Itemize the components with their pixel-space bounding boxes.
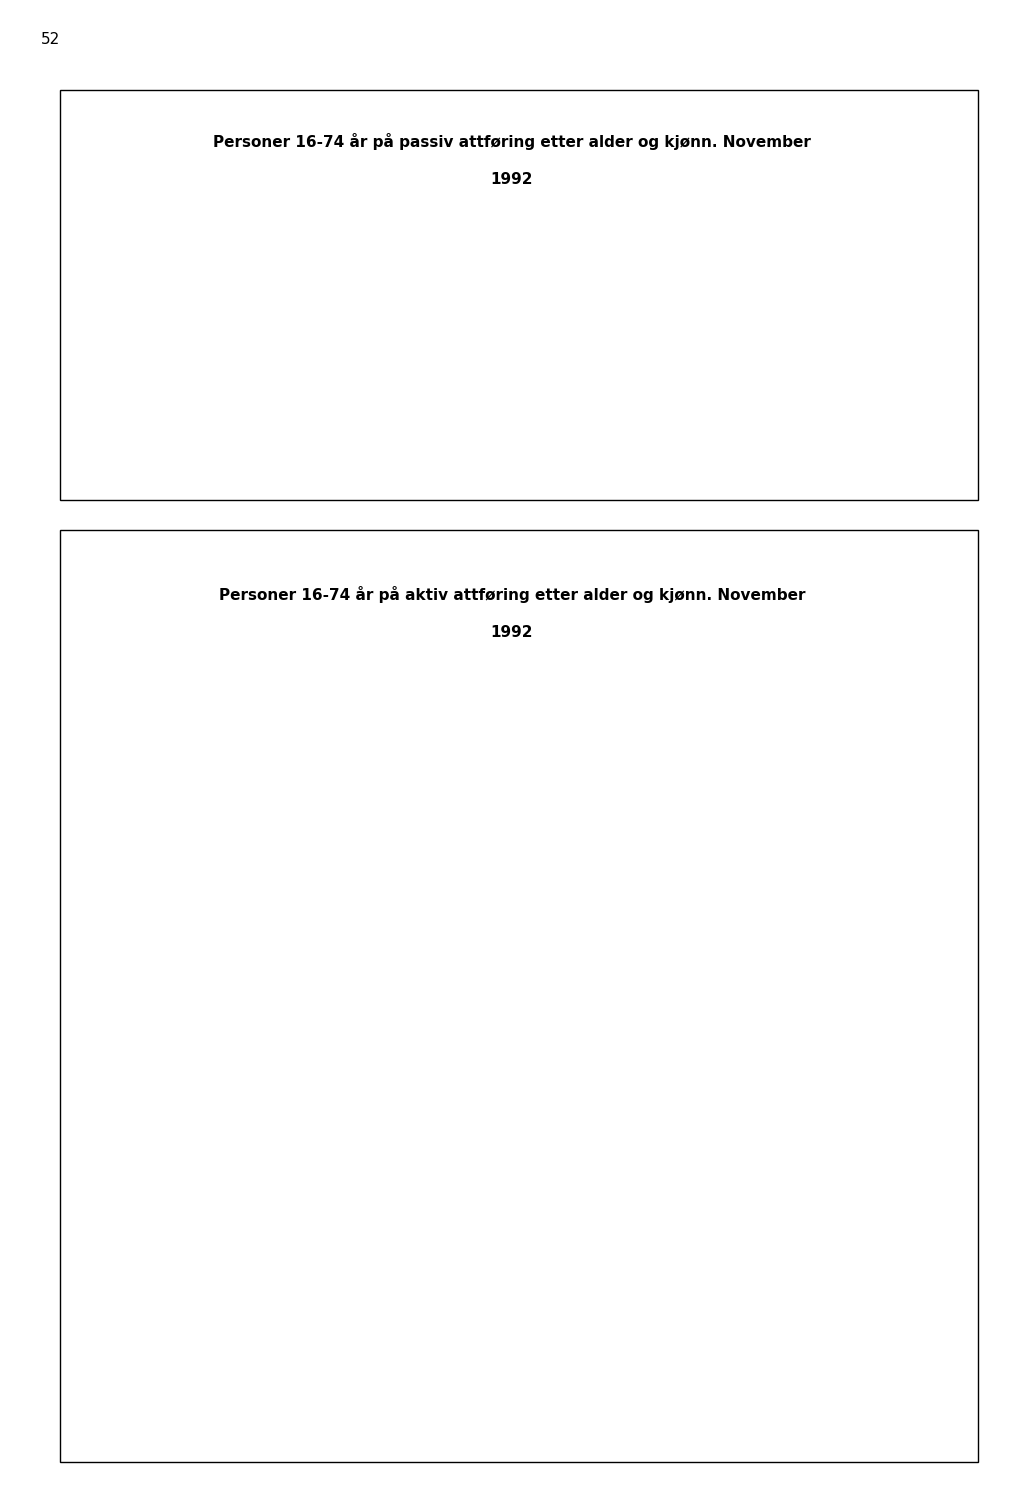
Text: 1992: 1992 bbox=[490, 171, 534, 186]
Text: Personer 16-74 år på passiv attføring etter alder og kjønn. November: Personer 16-74 år på passiv attføring et… bbox=[213, 134, 811, 150]
Bar bbox=[161, 1384, 202, 1432]
Bar bbox=[347, 429, 394, 472]
Bar bbox=[435, 272, 482, 472]
Bar bbox=[317, 1280, 358, 1432]
Bar bbox=[887, 454, 934, 472]
Bar bbox=[202, 1408, 242, 1432]
Bar bbox=[741, 1352, 782, 1432]
Bar bbox=[482, 268, 529, 472]
Bar bbox=[705, 388, 752, 472]
Legend: Menn, Kvinner: Menn, Kvinner bbox=[865, 716, 962, 776]
Bar bbox=[550, 958, 591, 1432]
Bar bbox=[617, 320, 665, 472]
Legend: Menn, Kvinner: Menn, Kvinner bbox=[865, 251, 962, 311]
Bar bbox=[276, 1232, 317, 1432]
Bar bbox=[782, 1376, 822, 1432]
Text: 52: 52 bbox=[41, 32, 60, 47]
Bar bbox=[570, 343, 617, 472]
Bar bbox=[300, 421, 347, 472]
Text: Personer 16-74 år på aktiv attføring etter alder og kjønn. November: Personer 16-74 år på aktiv attføring ett… bbox=[219, 587, 805, 603]
Bar bbox=[666, 1215, 707, 1432]
Bar bbox=[393, 750, 433, 1432]
Bar bbox=[433, 766, 474, 1432]
Bar bbox=[752, 394, 799, 472]
Bar bbox=[898, 1427, 939, 1432]
Bar bbox=[626, 1208, 666, 1432]
Bar bbox=[840, 444, 887, 472]
Bar bbox=[509, 1063, 550, 1432]
Bar bbox=[857, 1429, 898, 1432]
Text: 1992: 1992 bbox=[490, 624, 534, 639]
Bar bbox=[213, 462, 260, 472]
Bar bbox=[166, 457, 213, 472]
